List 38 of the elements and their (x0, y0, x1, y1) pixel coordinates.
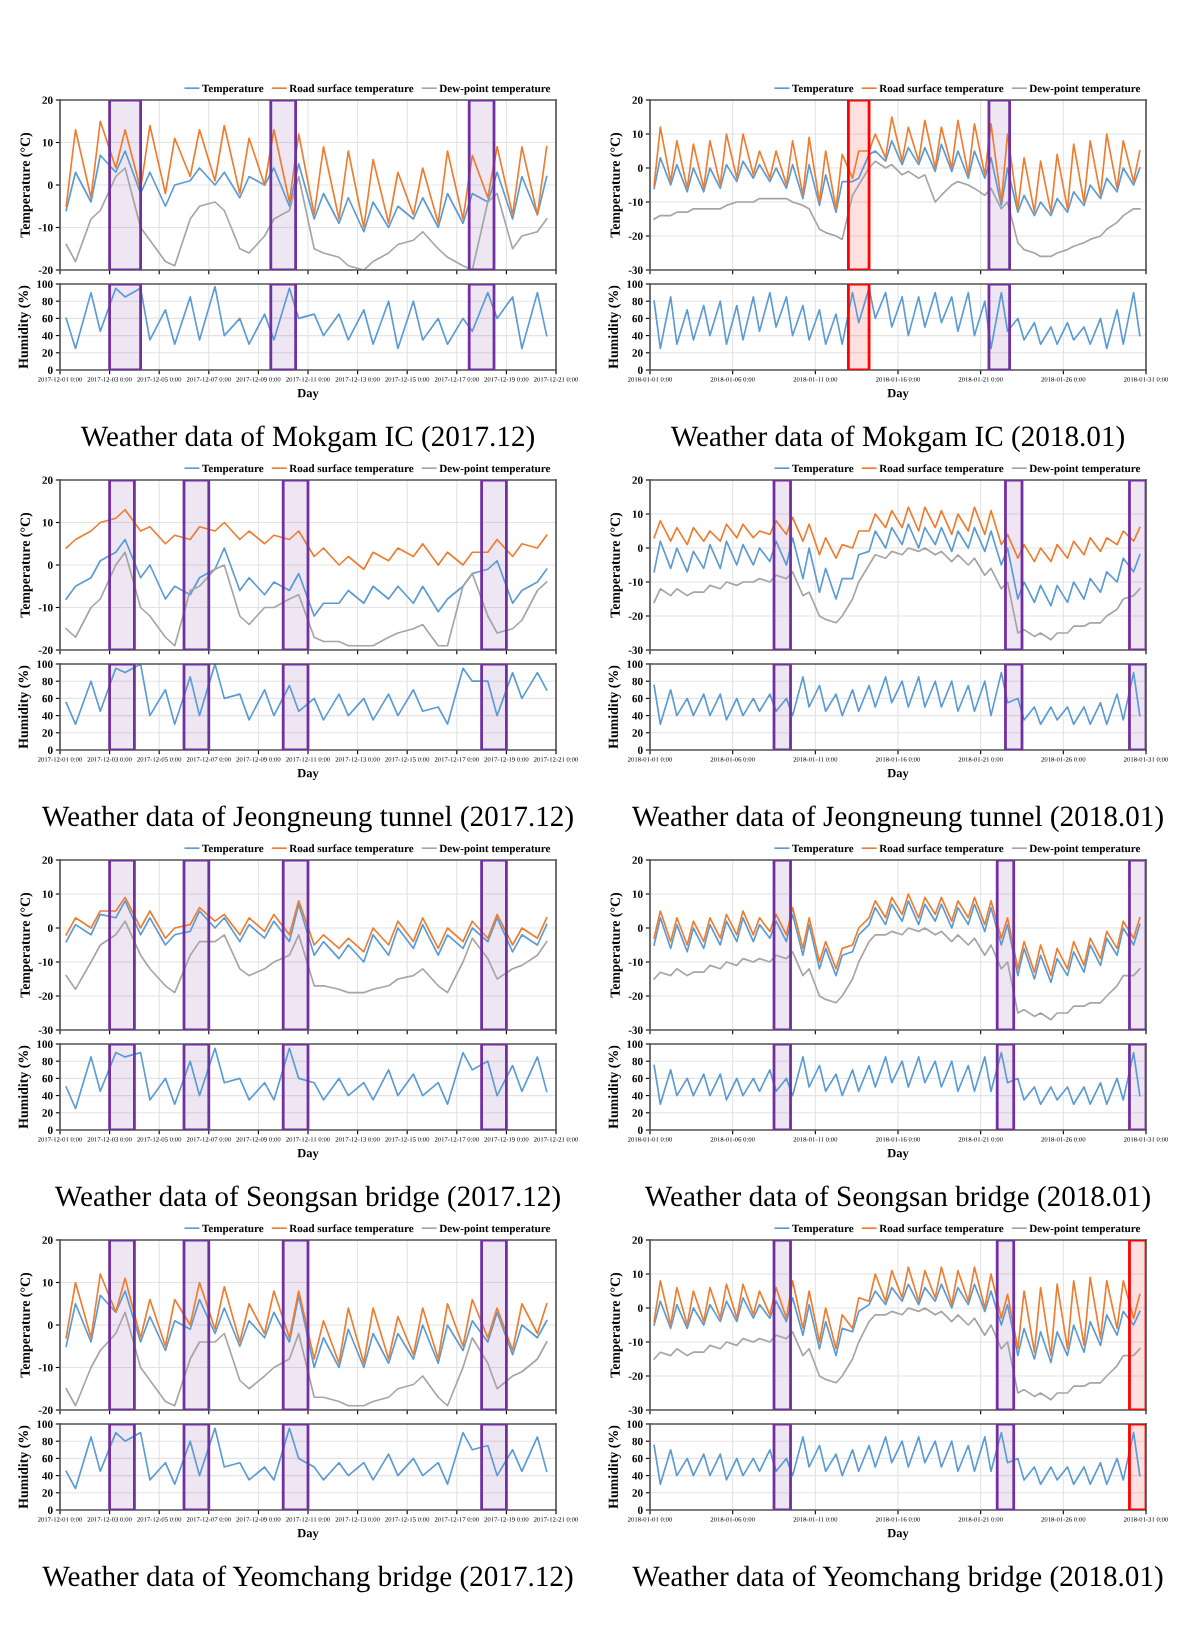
line-series (65, 120, 548, 229)
line-series (653, 287, 1141, 350)
line-series (653, 927, 1141, 1021)
line-series (653, 547, 1141, 641)
text: Weather data of Mokgam IC (2018.01) (670, 425, 1124, 453)
line-series (653, 139, 1141, 217)
line-series (65, 1273, 548, 1365)
line-series (65, 551, 548, 647)
line-series (65, 1047, 548, 1110)
text: Weather data of Yeomchang bridge (2017.12) (42, 1565, 573, 1593)
line-series (653, 506, 1141, 563)
line-series (65, 1311, 548, 1407)
line-series (65, 150, 548, 233)
line-series (653, 1431, 1141, 1486)
line-series (653, 1283, 1141, 1364)
text: Weather data of Jeongneung tunnel (2017.12) (41, 805, 573, 833)
line-series (653, 523, 1141, 607)
text: Weather data of Mokgam IC (2017.12) (80, 425, 534, 453)
line-series (65, 1290, 548, 1369)
line-series (65, 538, 548, 617)
line-series (65, 508, 548, 571)
text: Weather data of Jeongneung tunnel (2018.01) (631, 805, 1163, 833)
line-series (653, 671, 1141, 726)
line-series (65, 896, 548, 953)
line-series (65, 920, 548, 994)
line-series (65, 899, 548, 963)
line-series (65, 1427, 548, 1490)
text: Weather data of Seongsan bridge (2017.12) (54, 1185, 560, 1213)
line-series (653, 1266, 1141, 1357)
line-series (653, 160, 1141, 258)
line-series (65, 285, 548, 350)
text: Weather data of Yeomchang bridge (2018.01) (632, 1565, 1163, 1593)
line-series (653, 1051, 1141, 1106)
line-series (65, 664, 548, 726)
text: Weather data of Seongsan bridge (2018.01) (644, 1185, 1150, 1213)
line-series (653, 1307, 1141, 1401)
line-series (65, 167, 548, 270)
line-series (653, 116, 1141, 214)
